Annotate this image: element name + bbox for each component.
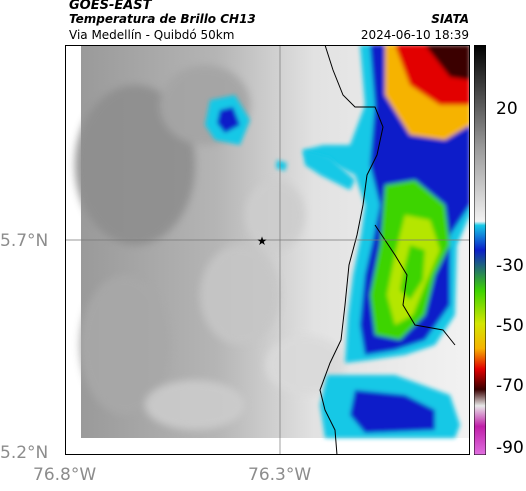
convective-storm-east bbox=[303, 45, 470, 363]
lat-label-5-7: 5.7°N bbox=[0, 231, 49, 251]
warm-cloud-texture bbox=[75, 65, 345, 430]
isolated-cells bbox=[205, 95, 460, 438]
colorbar-label-minus50: -50 bbox=[496, 316, 524, 336]
lon-label-76-3: 76.3°W bbox=[248, 465, 312, 485]
colorbar-label-20: 20 bbox=[496, 99, 518, 119]
satellite-map: ★ bbox=[65, 45, 470, 455]
lat-label-5-2: 5.2°N bbox=[0, 443, 49, 463]
product-title: Temperatura de Brillo CH13 bbox=[69, 12, 256, 26]
org-label: SIATA bbox=[431, 12, 469, 26]
colorbar-label-minus90: -90 bbox=[496, 438, 524, 458]
gridlines bbox=[65, 45, 470, 455]
colorbar-label-minus30: -30 bbox=[496, 256, 524, 276]
timestamp-label: 2024-06-10 18:39 bbox=[360, 28, 469, 42]
colorbar bbox=[474, 45, 486, 455]
colorbar-label-minus70: -70 bbox=[496, 376, 524, 396]
lon-label-76-8: 76.8°W bbox=[33, 465, 97, 485]
satellite-title: GOES-EAST bbox=[69, 0, 152, 13]
city-marker-star: ★ bbox=[257, 234, 268, 248]
region-subtitle: Via Medellín - Quibdó 50km bbox=[69, 28, 235, 42]
coastline bbox=[319, 45, 456, 455]
